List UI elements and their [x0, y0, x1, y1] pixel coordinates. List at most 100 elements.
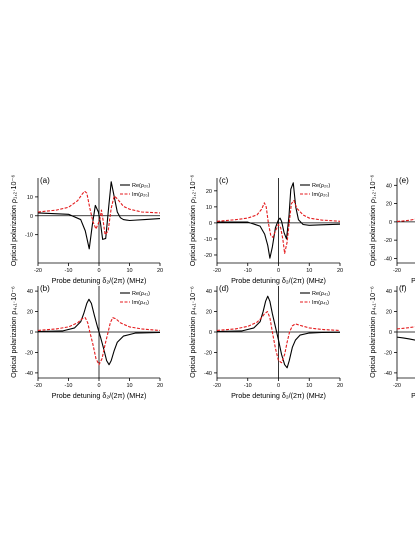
panel-label: (f) — [399, 284, 407, 293]
x-tick-label: -10 — [244, 268, 252, 274]
y-tick-label: -40 — [384, 256, 392, 262]
x-tick-label: 0 — [97, 268, 100, 274]
x-tick-label: -20 — [213, 383, 221, 389]
reference-lines — [217, 286, 340, 378]
x-axis-label: Probe detuning δ₂/(2π) (MHz) — [231, 391, 326, 400]
y-tick-label: 40 — [386, 289, 392, 295]
series-group — [217, 295, 340, 369]
y-tick-label: -20 — [204, 350, 212, 356]
series-line — [38, 190, 160, 236]
legend-label: Re(ρ₄₁) — [312, 291, 330, 297]
x-axis-label: Probe detuning δ₂/(2π) (MHz) — [231, 276, 326, 285]
legend-label: Im(ρ₂₀) — [312, 192, 329, 198]
series-line — [397, 336, 415, 341]
series-line — [38, 317, 160, 366]
x-axis-label: Probe detuning δ₂/(2π) (MHz) — [411, 391, 415, 400]
chart-panel: -20 -10 0 10 20 -20 -10 0 10 20 Probe detuning δ₂/… — [188, 175, 343, 285]
y-tick-label: -10 — [204, 237, 212, 243]
legend-label: Re(ρ₂₀) — [312, 183, 330, 189]
x-tick-label: 20 — [157, 383, 163, 389]
y-axis-label: Optical polarization ρ₁,₂·10⁻⁶ — [368, 175, 377, 267]
x-tick-label: -10 — [65, 268, 73, 274]
panel-label: (a) — [40, 176, 50, 185]
y-tick-label: 0 — [30, 214, 33, 220]
x-tick-label: -10 — [244, 383, 252, 389]
y-tick-label: 40 — [206, 289, 212, 295]
x-tick-label: -10 — [65, 383, 73, 389]
y-tick-label: -20 — [384, 350, 392, 356]
panel-label: (e) — [399, 176, 409, 185]
panel-label: (d) — [219, 284, 229, 293]
x-tick-label: 20 — [337, 268, 343, 274]
y-tick-label: 20 — [386, 310, 392, 316]
x-tick-label: 10 — [306, 268, 312, 274]
x-tick-label: -20 — [213, 268, 221, 274]
y-tick-label: 10 — [206, 205, 212, 211]
x-axis-label: Probe detuning δ₂/(2π) (MHz) — [52, 391, 147, 400]
panel-label: (c) — [219, 176, 229, 185]
y-tick-label: 0 — [209, 330, 212, 336]
y-axis-label: Optical polarization ρ₄,₁·10⁻⁶ — [368, 286, 377, 378]
x-tick-label: -20 — [34, 383, 42, 389]
y-tick-label: 20 — [206, 310, 212, 316]
x-tick-label: -20 — [34, 268, 42, 274]
series-line — [397, 326, 415, 330]
x-tick-label: 0 — [277, 383, 280, 389]
legend-label: Re(ρ₂₀) — [132, 183, 150, 189]
x-axis-label: Probe detuning δ₂/(2π) (MHz) — [411, 276, 415, 285]
y-axis-label: Optical polarization ρ₄,₁·10⁻⁶ — [188, 286, 197, 378]
chart-panel: -20 -10 0 10 20 -10 0 10 Probe detuning δ₂/(2π) … — [9, 175, 163, 285]
legend-label: Im(ρ₄₁) — [312, 300, 329, 306]
y-tick-label: 40 — [27, 289, 33, 295]
y-tick-label: -40 — [384, 371, 392, 377]
series-line — [38, 298, 160, 366]
x-tick-label: 10 — [306, 383, 312, 389]
panel-label: (b) — [40, 284, 50, 293]
y-tick-label: 0 — [389, 220, 392, 226]
series-group — [38, 298, 160, 366]
y-tick-label: -40 — [25, 371, 33, 377]
series-group — [38, 181, 160, 250]
y-tick-label: 20 — [386, 202, 392, 208]
series-group — [397, 326, 415, 341]
series-line — [38, 181, 160, 250]
x-tick-label: 20 — [337, 383, 343, 389]
x-tick-label: 0 — [97, 383, 100, 389]
x-tick-label: -20 — [393, 268, 401, 274]
x-tick-label: -20 — [393, 383, 401, 389]
y-tick-label: 40 — [386, 183, 392, 189]
y-axis-label: Optical polarization ρ₁,₂·10⁻⁶ — [188, 175, 197, 267]
y-tick-label: 10 — [27, 195, 33, 201]
x-axis-label: Probe detuning δ₂/(2π) (MHz) — [52, 276, 147, 285]
y-tick-label: -20 — [204, 253, 212, 259]
y-tick-label: -20 — [25, 350, 33, 356]
y-tick-label: -40 — [204, 371, 212, 377]
series-line — [397, 218, 415, 222]
y-tick-label: 20 — [206, 189, 212, 195]
series-group — [397, 218, 415, 222]
series-line — [217, 182, 340, 259]
y-axis-label: Optical polarization ρ₁,₂·10⁻⁶ — [9, 175, 18, 267]
legend-label: Im(ρ₄₁) — [132, 300, 149, 306]
y-tick-label: -20 — [384, 238, 392, 244]
x-tick-label: 0 — [277, 268, 280, 274]
series-line — [217, 311, 340, 364]
series-group — [217, 182, 340, 259]
x-tick-label: 10 — [126, 268, 132, 274]
y-axis-label: Optical polarization ρ₄,₁·10⁻⁶ — [9, 286, 18, 378]
x-tick-label: 20 — [157, 268, 163, 274]
y-tick-label: 0 — [30, 330, 33, 336]
x-tick-label: 10 — [126, 383, 132, 389]
y-tick-label: -10 — [25, 233, 33, 239]
legend-label: Im(ρ₂₀) — [132, 192, 149, 198]
series-line — [217, 199, 340, 254]
y-tick-label: 20 — [27, 310, 33, 316]
legend-label: Re(ρ₄₁) — [132, 291, 150, 297]
y-tick-label: 0 — [389, 330, 392, 336]
y-tick-label: 0 — [209, 221, 212, 227]
